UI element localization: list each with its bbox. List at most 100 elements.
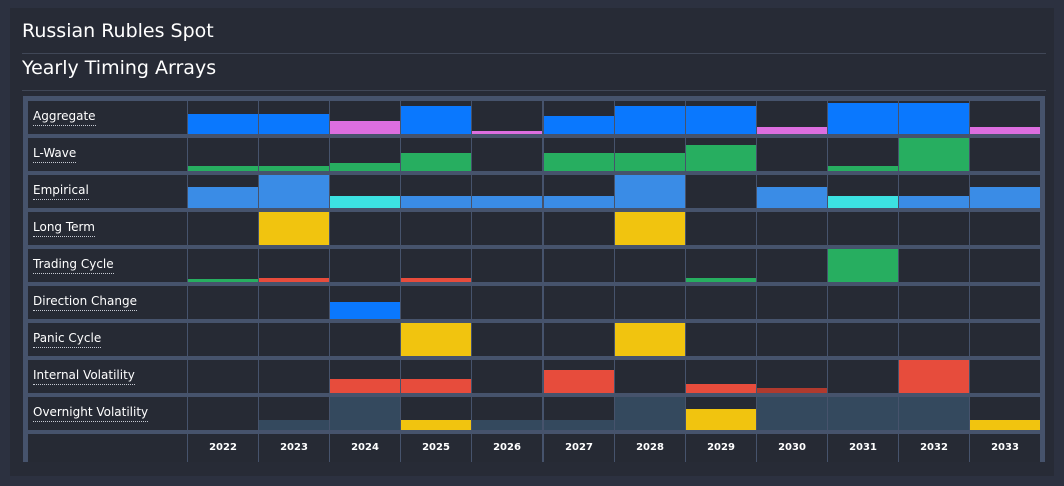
array-row-empirical: Empirical: [28, 175, 1042, 208]
array-bar: [757, 127, 827, 134]
array-cell-2027: [544, 212, 614, 245]
array-bar: [828, 166, 898, 171]
year-label: 2024: [330, 434, 400, 462]
array-cell-2025: [401, 212, 471, 245]
array-cell-2033: [970, 212, 1040, 245]
array-bar: [615, 397, 685, 430]
array-bar: [472, 196, 542, 208]
array-cell-2025: [401, 323, 471, 356]
array-cell-2027: [544, 175, 614, 208]
array-bar: [401, 106, 471, 134]
array-cell-2026: [472, 360, 542, 393]
array-cell-2030: [757, 360, 827, 393]
array-cell-2023: [259, 101, 329, 134]
array-cell-2030: [757, 249, 827, 282]
array-cell-2029: [686, 360, 756, 393]
array-bar: [615, 212, 685, 245]
row-label-cell: Overnight Volatility: [28, 397, 187, 430]
array-cell-2033: [970, 397, 1040, 430]
array-cell-2027: [544, 249, 614, 282]
array-cell-2023: [259, 286, 329, 319]
section-divider: [22, 90, 1046, 91]
array-bar: [472, 131, 542, 134]
array-cell-2025: [401, 249, 471, 282]
array-bar: [615, 323, 685, 356]
array-bar: [899, 397, 969, 430]
array-cell-2032: [899, 286, 969, 319]
array-row-overnight-volatility: Overnight Volatility: [28, 397, 1042, 430]
array-bar: [970, 127, 1040, 134]
year-axis-blank: [28, 434, 187, 462]
row-label-internal-volatility[interactable]: Internal Volatility: [33, 368, 135, 385]
array-bar: [544, 196, 614, 208]
row-label-long-term[interactable]: Long Term: [33, 220, 95, 237]
array-cell-2026: [472, 101, 542, 134]
array-cell-2025: [401, 397, 471, 430]
array-cell-2032: [899, 249, 969, 282]
array-cell-2030: [757, 101, 827, 134]
array-bar: [828, 196, 898, 208]
array-bar: [757, 397, 827, 430]
array-row-panic-cycle: Panic Cycle: [28, 323, 1042, 356]
array-cell-2030: [757, 175, 827, 208]
page-title: Russian Rubles Spot: [22, 20, 214, 42]
year-label: 2030: [757, 434, 827, 462]
year-label: 2032: [899, 434, 969, 462]
array-cell-2024: [330, 249, 400, 282]
array-cell-2031: [828, 286, 898, 319]
row-label-cell: Long Term: [28, 212, 187, 245]
row-label-cell: Empirical: [28, 175, 187, 208]
array-cell-2027: [544, 323, 614, 356]
array-bar: [401, 323, 471, 356]
array-cell-2028: [615, 212, 685, 245]
array-bar: [259, 212, 329, 245]
array-row-l-wave: L-Wave: [28, 138, 1042, 171]
array-cell-2033: [970, 101, 1040, 134]
array-cell-2027: [544, 101, 614, 134]
array-cell-2026: [472, 249, 542, 282]
array-bar: [544, 116, 614, 134]
array-cell-2022: [188, 286, 258, 319]
array-bar: [828, 249, 898, 282]
array-cell-2029: [686, 249, 756, 282]
array-bar: [686, 145, 756, 171]
row-label-aggregate[interactable]: Aggregate: [33, 109, 96, 126]
year-label: 2029: [686, 434, 756, 462]
array-cell-2025: [401, 360, 471, 393]
row-label-l-wave[interactable]: L-Wave: [33, 146, 77, 163]
timing-arrays-panel: Russian Rubles Spot Yearly Timing Arrays…: [10, 8, 1054, 476]
array-cell-2026: [472, 212, 542, 245]
array-cell-2032: [899, 360, 969, 393]
array-bar: [544, 153, 614, 171]
array-cell-2025: [401, 138, 471, 171]
array-cell-2029: [686, 212, 756, 245]
row-label-direction-change[interactable]: Direction Change: [33, 294, 137, 311]
array-cell-2029: [686, 286, 756, 319]
array-bar: [188, 114, 258, 134]
array-cell-2026: [472, 323, 542, 356]
year-label: 2033: [970, 434, 1040, 462]
year-label: 2023: [259, 434, 329, 462]
array-cell-2030: [757, 138, 827, 171]
array-cell-2028: [615, 397, 685, 430]
array-bar: [401, 420, 471, 430]
array-bar: [970, 420, 1040, 430]
row-label-empirical[interactable]: Empirical: [33, 183, 89, 200]
year-label: 2028: [615, 434, 685, 462]
row-label-cell: Trading Cycle: [28, 249, 187, 282]
array-bar: [757, 388, 827, 393]
array-cell-2032: [899, 397, 969, 430]
row-label-overnight-volatility[interactable]: Overnight Volatility: [33, 405, 149, 422]
array-cell-2033: [970, 249, 1040, 282]
year-label: 2026: [472, 434, 542, 462]
array-bar: [401, 379, 471, 393]
array-bar: [401, 196, 471, 208]
array-cell-2028: [615, 249, 685, 282]
row-label-panic-cycle[interactable]: Panic Cycle: [33, 331, 102, 348]
array-bar: [899, 103, 969, 134]
array-cell-2030: [757, 286, 827, 319]
array-bar: [188, 279, 258, 282]
array-cell-2024: [330, 138, 400, 171]
row-label-trading-cycle[interactable]: Trading Cycle: [33, 257, 114, 274]
array-bar: [899, 360, 969, 393]
